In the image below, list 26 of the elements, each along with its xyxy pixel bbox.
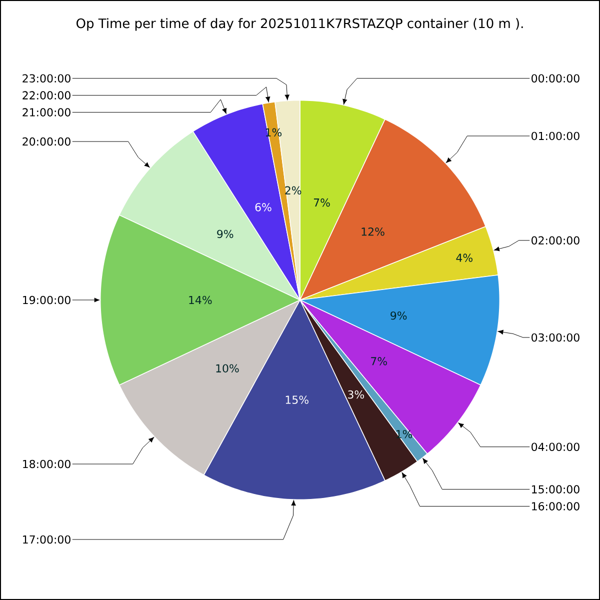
data-label: 9% [390,311,407,320]
slice-label: 22:00:00 [22,91,70,100]
slice-label: 19:00:00 [23,296,70,304]
data-label: 12% [362,228,384,236]
data-label: 9% [217,230,234,238]
slice-label: 20:00:00 [22,137,70,146]
slice-label: 23:00:00 [22,74,70,83]
slice-label: 04:00:00 [532,442,580,452]
slice-label: 21:00:00 [22,108,70,116]
slice-label: 18:00:00 [23,460,70,468]
slice-label: 03:00:00 [532,333,580,342]
data-label: 7% [371,357,387,366]
data-label: 15% [286,396,308,404]
slice-label: 17:00:00 [23,535,70,544]
data-label: 14% [189,296,212,304]
slice-label: 00:00:00 [532,74,580,83]
data-label: 4% [456,254,472,262]
slice-label: 16:00:00 [532,502,580,510]
slice-label: 15:00:00 [532,485,580,494]
data-label: 10% [216,364,239,372]
data-label: 7% [314,198,330,207]
slice-label: 02:00:00 [532,236,580,245]
data-label: 6% [255,203,272,212]
slice-label: 01:00:00 [532,132,580,140]
data-label: 3% [348,390,364,399]
chart-title: Op Time per time of day for 20251011K7RSTAZQP container (10 m ). [76,18,523,31]
